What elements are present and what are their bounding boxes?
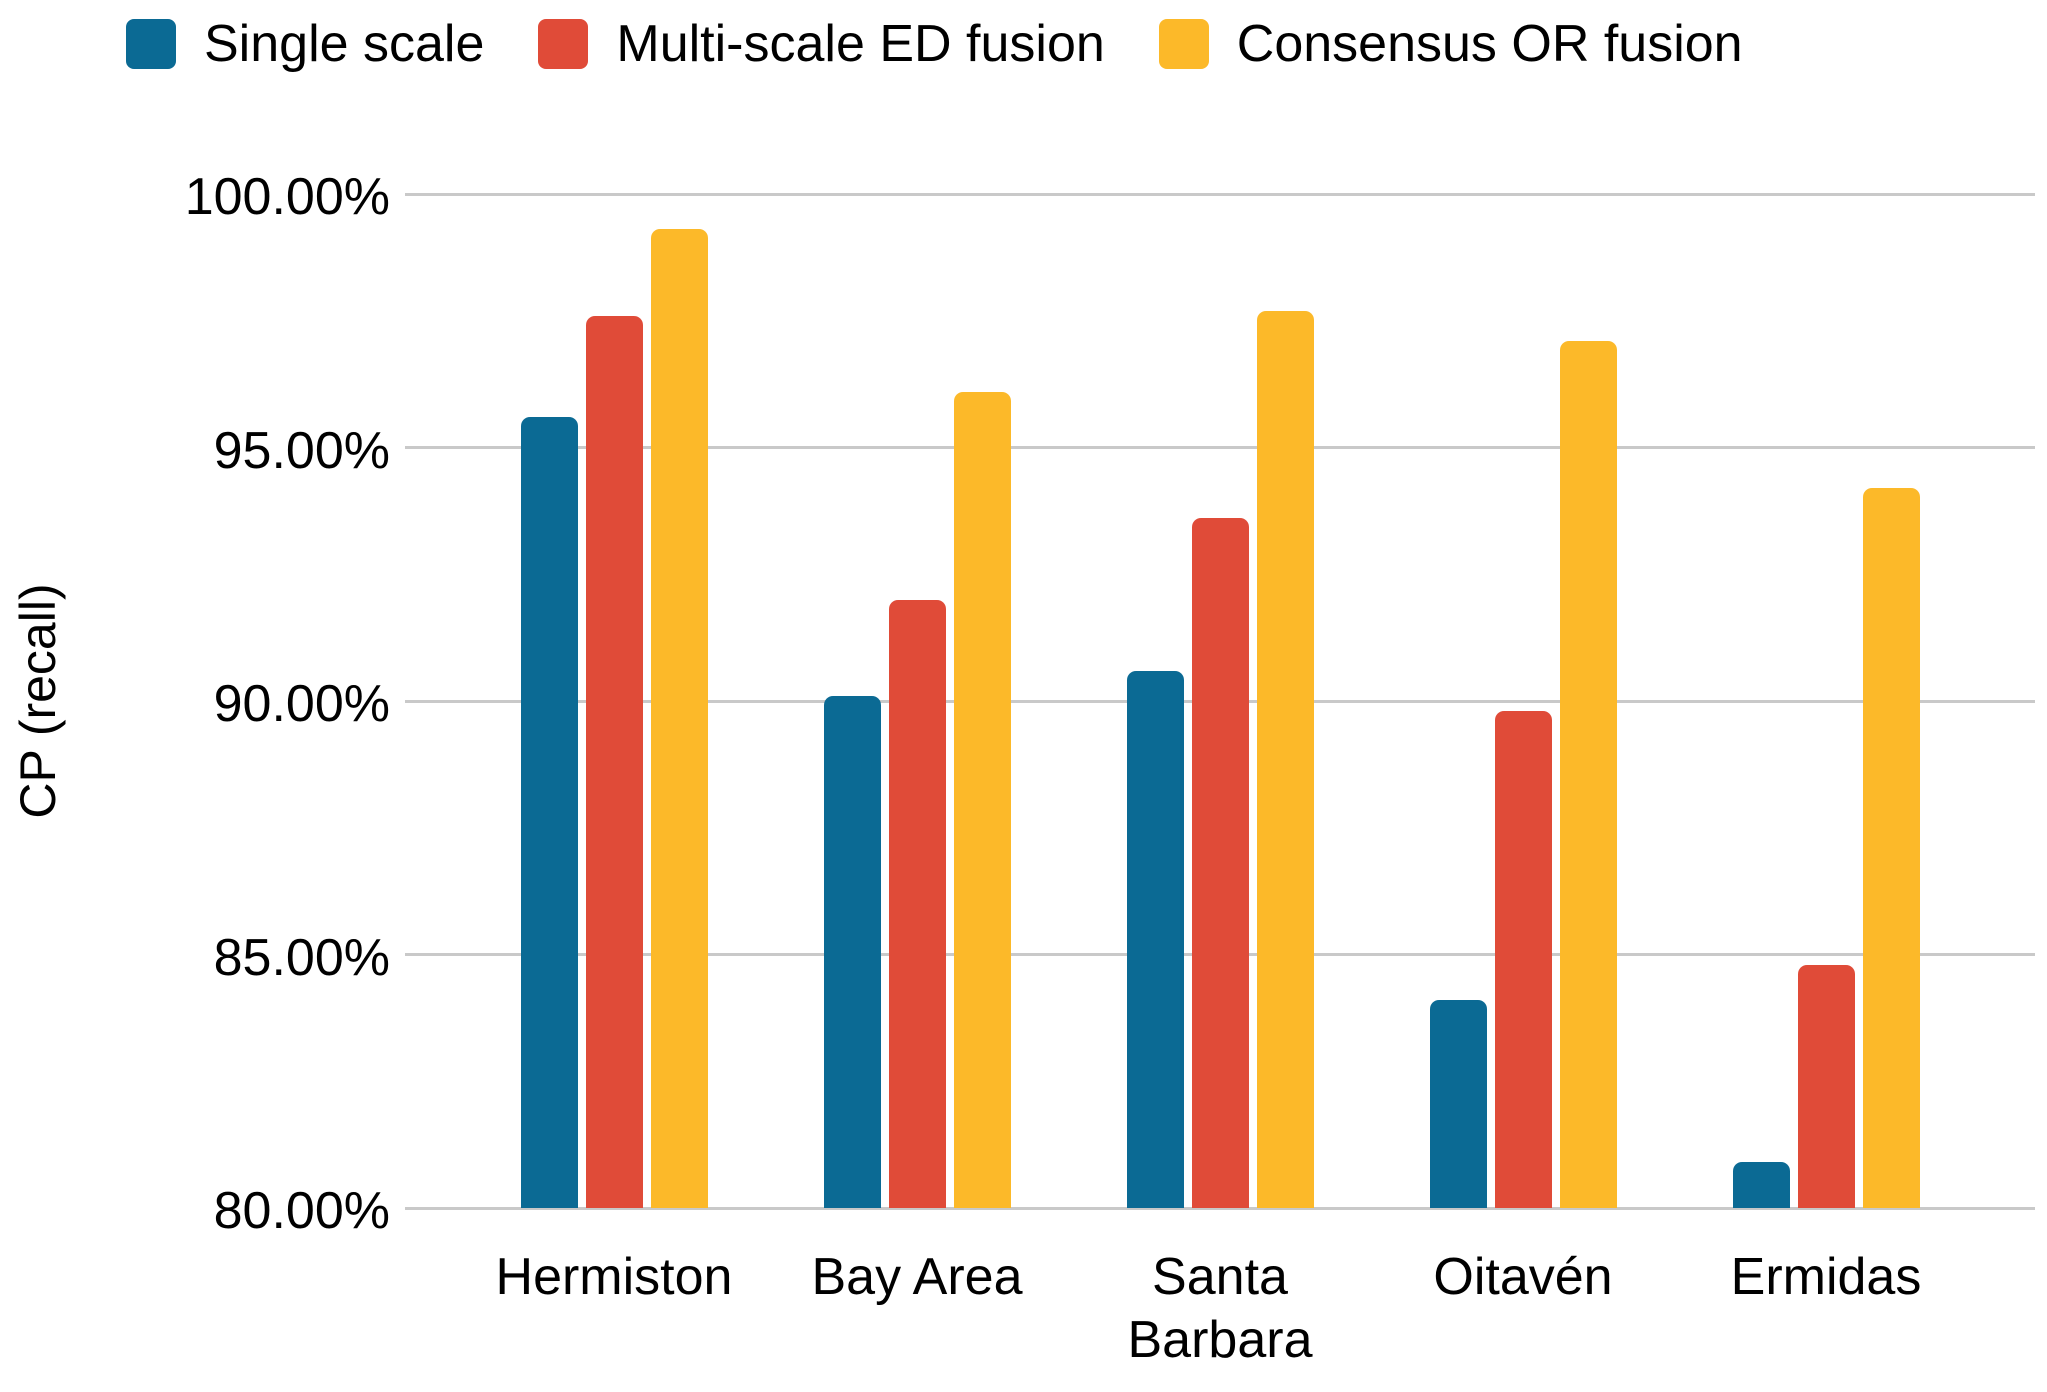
bar-ermidas-series-2[interactable] xyxy=(1797,964,1855,1208)
legend-item-2[interactable]: Multi-scale ED fusion xyxy=(538,15,1105,73)
chart-legend: Single scale Multi-scale ED fusion Consens… xyxy=(126,18,1743,70)
legend-swatch-icon xyxy=(126,19,176,69)
legend-swatch-icon xyxy=(538,19,589,69)
bar-hermiston-series-3[interactable] xyxy=(650,229,708,1208)
bar-bay-area-series-1[interactable] xyxy=(823,695,881,1208)
bar-oitavén-series-2[interactable] xyxy=(1494,711,1552,1208)
x-category-label: Oitavén xyxy=(1433,1248,1613,1306)
legend-item-3[interactable]: Consensus OR fusion xyxy=(1158,15,1743,73)
legend-swatch-icon xyxy=(1158,19,1209,69)
bar-santa-barbara-series-3[interactable] xyxy=(1256,310,1314,1208)
bar-santa-barbara-series-2[interactable] xyxy=(1191,518,1249,1208)
bar-santa-barbara-series-1[interactable] xyxy=(1126,670,1184,1208)
y-tick-label: 100.00% xyxy=(184,168,390,226)
bar-oitavén-series-1[interactable] xyxy=(1429,1000,1487,1208)
legend-label: Consensus OR fusion xyxy=(1236,15,1743,73)
gridline-95.00% xyxy=(405,446,2035,449)
legend-label: Single scale xyxy=(204,15,485,73)
bar-hermiston-series-1[interactable] xyxy=(520,417,578,1208)
y-tick-label: 80.00% xyxy=(213,1182,390,1240)
y-tick-label: 85.00% xyxy=(213,928,390,987)
legend-label: Multi-scale ED fusion xyxy=(616,15,1105,73)
bar-ermidas-series-3[interactable] xyxy=(1862,488,1920,1208)
bar-ermidas-series-1[interactable] xyxy=(1732,1162,1790,1208)
x-category-label: Ermidas xyxy=(1730,1248,1922,1306)
x-category-label: Santa Barbara xyxy=(1127,1248,1313,1370)
gridline-80.00% xyxy=(405,1206,2035,1210)
y-tick-label: 95.00% xyxy=(213,421,390,480)
bar-bay-area-series-2[interactable] xyxy=(888,599,946,1208)
y-tick-label: 90.00% xyxy=(213,675,390,733)
bar-bay-area-series-3[interactable] xyxy=(953,391,1011,1208)
x-category-label: Bay Area xyxy=(811,1248,1023,1306)
legend-item-1[interactable]: Single scale xyxy=(126,18,484,70)
bar-oitavén-series-3[interactable] xyxy=(1559,341,1617,1208)
gridline-100.00% xyxy=(405,192,2035,196)
bar-hermiston-series-2[interactable] xyxy=(585,315,643,1208)
x-category-label: Hermiston xyxy=(495,1248,733,1306)
